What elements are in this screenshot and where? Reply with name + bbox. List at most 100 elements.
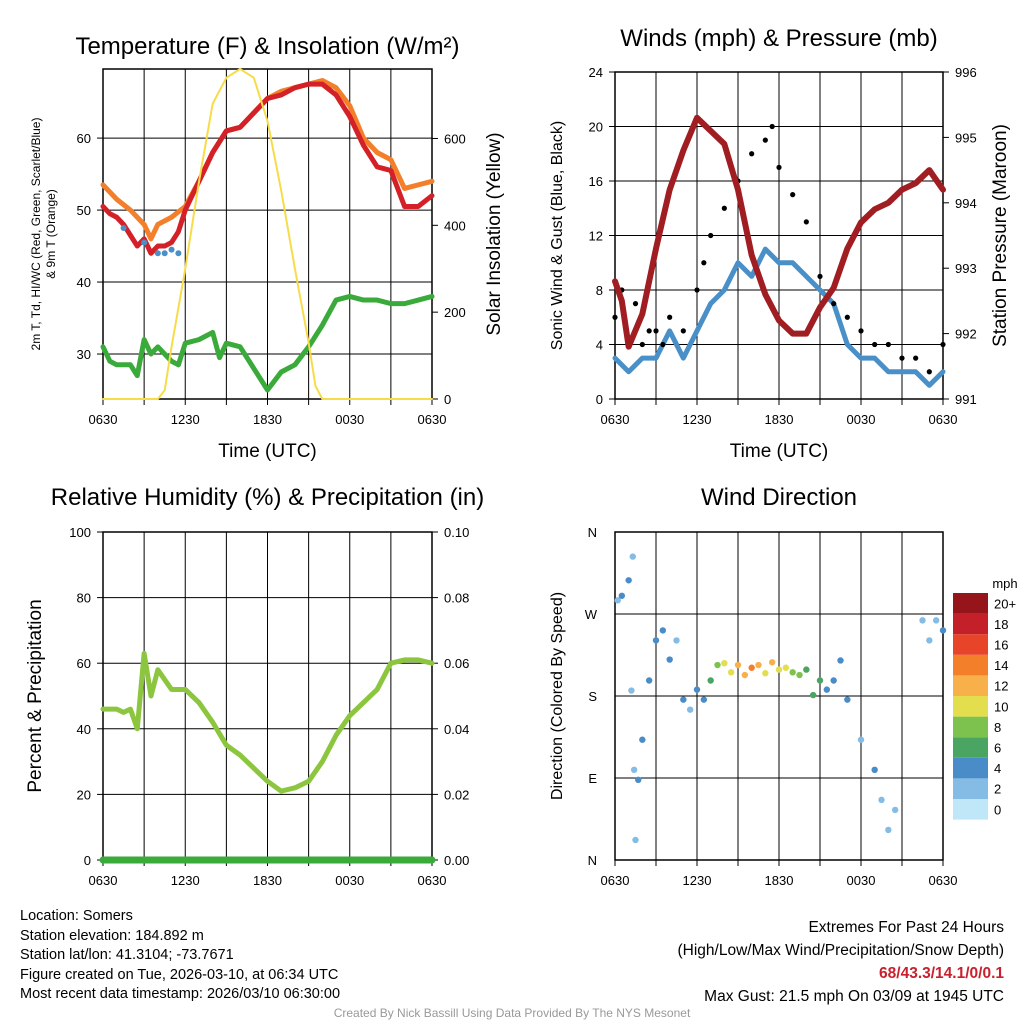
y-axis-label-line2: & 9m T (Orange) [44,189,58,279]
y2-tick-label: 992 [955,327,977,342]
y-tick-label: 100 [69,525,91,540]
data-point [694,287,700,293]
legend-swatch [953,675,988,696]
x-tick-label: 0630 [418,873,447,888]
data-point [707,677,714,684]
data-point [629,553,636,560]
data-point [857,736,865,743]
x-tick-label: 0630 [418,412,447,427]
data-point [940,341,946,348]
data-point [701,260,707,266]
data-point [899,355,905,361]
data-point [885,826,892,834]
x-tick-label: 0630 [89,873,118,888]
data-point [175,250,182,257]
y-tick-label: N [588,853,597,868]
data-point [748,664,755,671]
data-point [741,671,749,679]
legend-label: 18 [994,617,1008,632]
data-point [686,706,694,713]
x-tick-label: 0030 [847,412,876,427]
speed-legend: mph 0 2 4 6 8 10 12 14 16 18 20+ [953,576,1018,820]
series-line [100,650,435,794]
data-point [913,355,919,361]
data-point [755,661,762,669]
x-tick-label: 0030 [335,412,364,427]
data-point [708,232,714,239]
panel-4: Wind Direction 0630 1230 1830 0030 0630 N E S W N D… [549,484,1018,888]
legend-swatch [953,593,988,614]
x-tick-label: 1230 [171,412,200,427]
data-point [666,656,673,663]
series-line [102,68,433,400]
data-point [926,637,933,644]
x-tick-label: 0630 [601,412,630,427]
y-tick-label: 40 [77,722,91,737]
data-point [161,250,168,257]
data-point [790,192,796,198]
data-point [632,836,639,844]
data-point [932,617,940,624]
y-tick-label: N [588,525,597,540]
y2-tick-label: 600 [444,131,466,146]
panel-2: Winds (mph) & Pressure (mb) 0630 1230 1830 0… [549,25,1011,462]
data-point [919,617,926,624]
data-point [796,671,803,679]
x-tick-label: 0630 [601,873,630,888]
data-point [768,659,776,666]
y-tick-label: 12 [589,229,603,244]
series-line [100,293,435,393]
x-tick-label: 1830 [765,873,794,888]
data-point [680,328,686,334]
data-point [635,776,642,784]
data-point [762,670,769,677]
legend-swatch [953,696,988,717]
y-tick-label: 0 [596,392,603,407]
y2-tick-label: 0.06 [444,656,469,671]
x-tick-label: 0630 [929,873,958,888]
credit-text: Created By Nick Bassill Using Data Provi… [333,1006,691,1020]
legend-swatch [953,613,988,635]
data-point [727,669,735,676]
y2-axis-label: Station Pressure (Maroon) [990,124,1011,347]
y-tick-label: 30 [77,347,91,362]
legend-swatch [953,737,988,758]
data-point [816,677,824,684]
data-point [769,123,775,130]
data-point [693,686,701,693]
plot-frame [102,68,433,400]
data-point [168,246,175,253]
x-tick-label: 0030 [847,873,876,888]
data-point [614,597,621,604]
station-info: Location: Somers Station elevation: 184.… [20,907,340,1005]
x-tick-label: 0030 [335,873,364,888]
panel-3: Relative Humidity (%) & Precipitation (i… [25,484,484,888]
data-point [618,592,626,599]
legend-label: 8 [994,720,1001,735]
x-tick-label: 1230 [171,873,200,888]
data-point [817,273,823,279]
y-tick-label: 16 [589,174,603,189]
data-point [823,686,831,693]
data-point [667,314,673,320]
chart-title: Relative Humidity (%) & Precipitation (i… [51,484,484,511]
legend-label: 4 [994,761,1001,776]
series-line [100,81,435,256]
legend-label: 6 [994,741,1001,756]
data-point [625,577,632,584]
x-tick-label: 1830 [253,873,282,888]
y-tick-label: W [585,607,598,622]
y2-tick-label: 0 [444,392,451,407]
data-point [858,328,864,334]
data-point [871,766,878,773]
y-tick-label: 40 [77,275,91,290]
data-point [775,666,783,673]
series-line [612,114,946,350]
y2-tick-label: 0.10 [444,525,469,540]
data-point [803,666,810,673]
y2-tick-label: 200 [444,305,466,320]
series-sonic-wind [612,246,946,388]
data-point [628,687,635,694]
series-relative-humidity [100,650,435,794]
